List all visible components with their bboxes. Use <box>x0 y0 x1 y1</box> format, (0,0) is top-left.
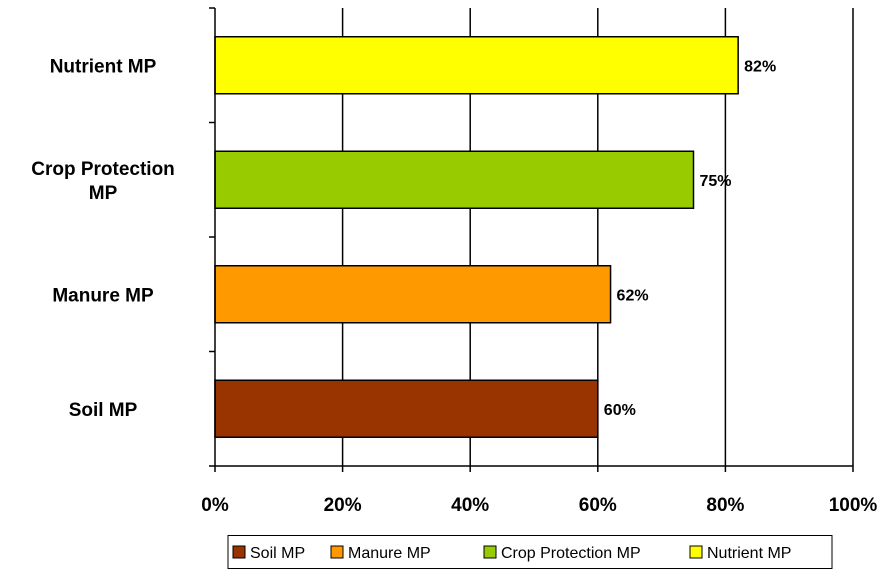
legend-entry: Manure MP <box>348 545 431 562</box>
legend-entry: Nutrient MP <box>707 545 791 562</box>
category-label: Nutrient MP <box>50 56 157 77</box>
legend-entry: Crop Protection MP <box>501 545 641 562</box>
category-label: Manure MP <box>52 285 154 306</box>
bar-soil-mp <box>214 379 599 438</box>
data-label: 82% <box>744 58 776 75</box>
labels: 60% Soil MP 62% Manure MP 75% Crop Protection… <box>31 56 877 516</box>
data-label: 62% <box>617 287 649 304</box>
x-tick-label: 40% <box>451 495 489 516</box>
bar-manure-mp <box>214 265 612 324</box>
bar-nutrient-mp <box>214 36 739 95</box>
category-label: Crop Protection MP <box>31 159 175 204</box>
category-label: Soil MP <box>69 400 138 421</box>
bars <box>214 36 739 438</box>
x-tick-label: 20% <box>324 495 362 516</box>
legend-swatch <box>689 545 703 559</box>
data-label: 75% <box>700 173 732 190</box>
legend: Soil MP Manure MP Crop Protection MP Nutrie… <box>227 535 833 569</box>
legend-entry: Soil MP <box>250 545 305 562</box>
x-tick-label: 100% <box>829 495 878 516</box>
legend-box <box>227 535 833 569</box>
x-tick-label: 80% <box>706 495 744 516</box>
legend-swatch <box>483 545 497 559</box>
data-label: 60% <box>604 402 636 419</box>
x-tick-label: 0% <box>201 495 229 516</box>
axes <box>209 7 854 472</box>
x-tick-label: 60% <box>579 495 617 516</box>
bar-crop-protection-mp <box>214 150 695 209</box>
legend-swatch <box>330 545 344 559</box>
legend-swatch <box>232 545 246 559</box>
